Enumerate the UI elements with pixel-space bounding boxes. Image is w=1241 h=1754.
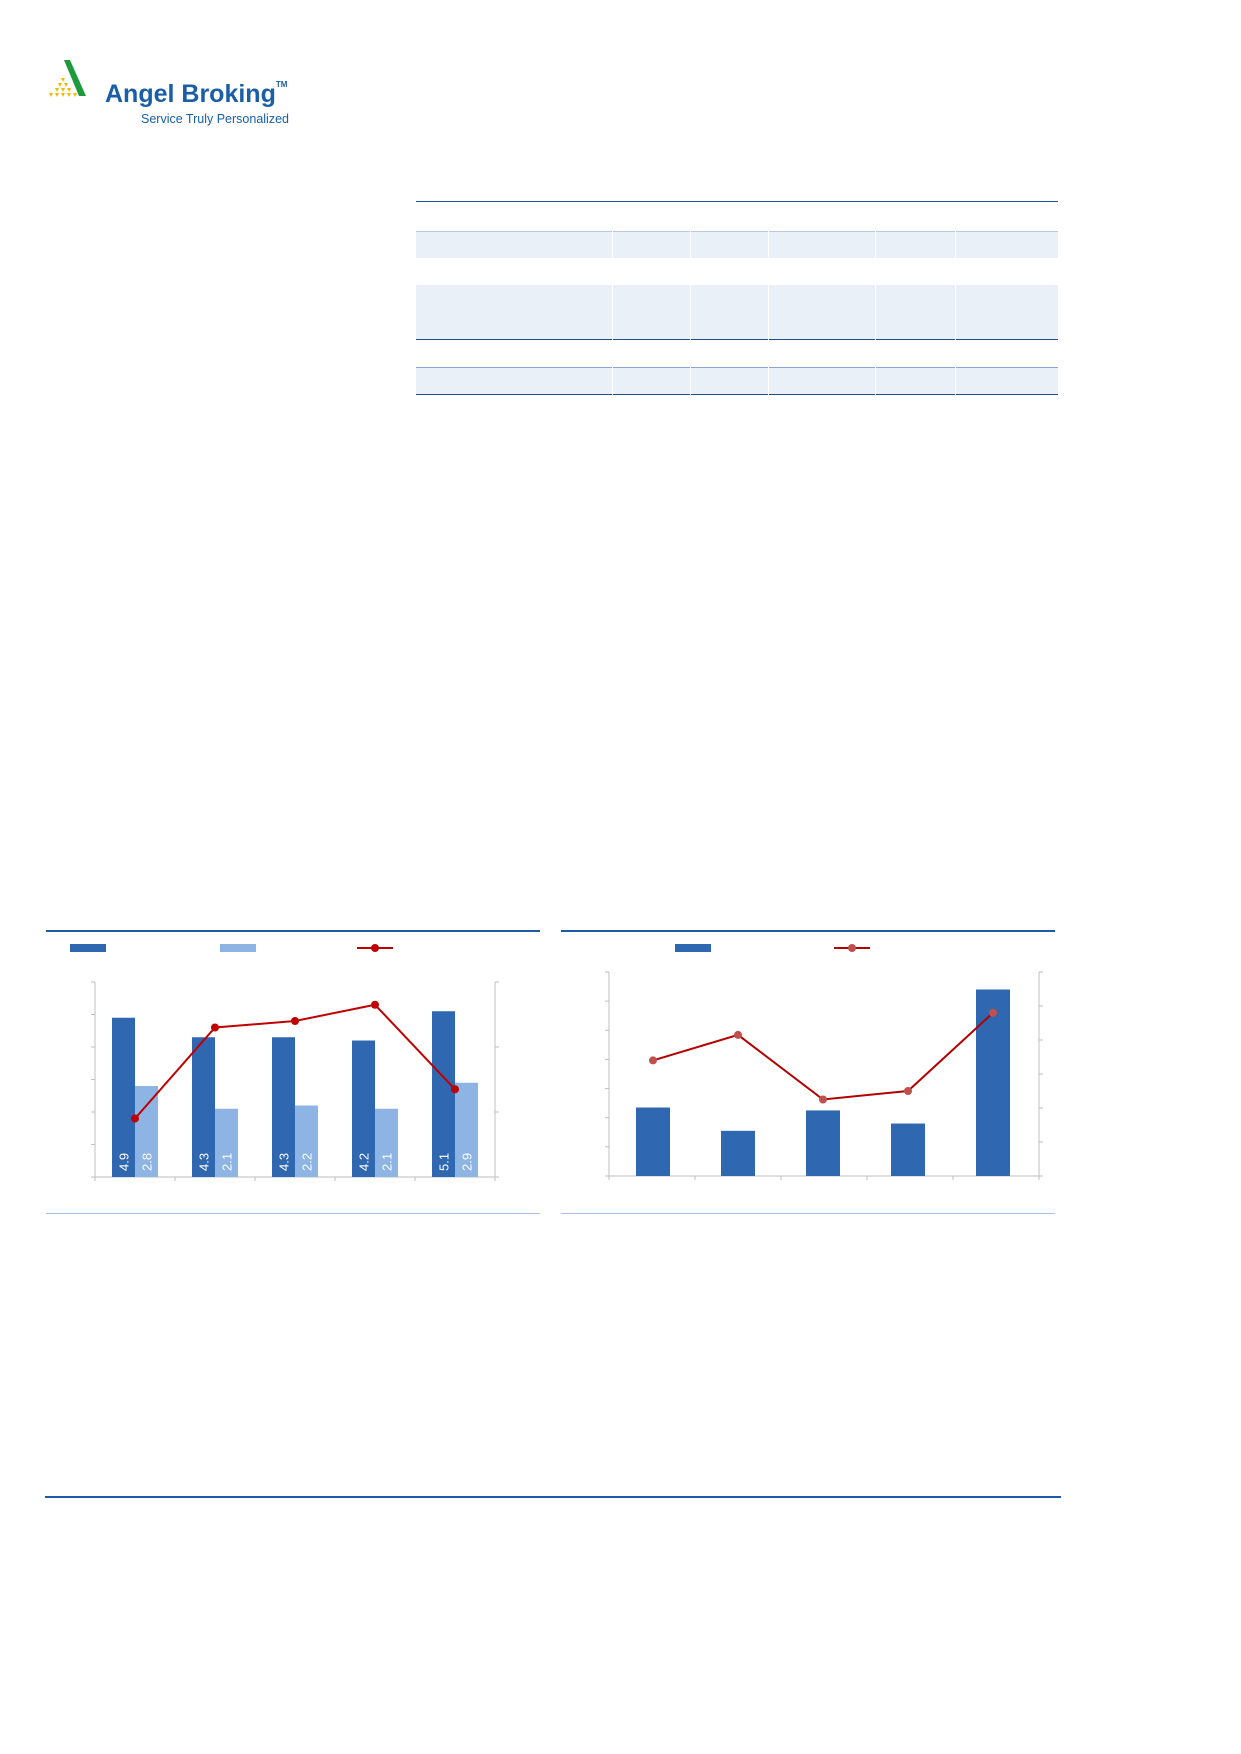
- chart2-legend-marker: [848, 944, 856, 952]
- chart1-data-label: 2.9: [460, 1153, 475, 1171]
- column-separator: [955, 231, 956, 395]
- chart1-data-label: 2.1: [220, 1153, 235, 1171]
- chart1-bar: [352, 1040, 375, 1177]
- column-separator: [612, 231, 613, 395]
- chart2-bar: [636, 1107, 670, 1176]
- table-divider: [416, 231, 1058, 232]
- chart1-bar: [112, 1017, 135, 1177]
- chart1-bar: [272, 1037, 295, 1177]
- chart1-bar: [135, 1086, 158, 1177]
- table-bottom-rule: [416, 394, 1058, 395]
- column-separator: [690, 231, 691, 395]
- chart2-line-point: [649, 1056, 657, 1065]
- chart1-data-label: 5.1: [437, 1153, 452, 1171]
- chart1-bar: [432, 1011, 455, 1177]
- angel-broking-logo: Angel BrokingTM Service Truly Personaliz…: [49, 60, 290, 132]
- chart1-data-label: 2.1: [380, 1153, 395, 1171]
- chart1-bar: [455, 1082, 478, 1177]
- chart1-line-point: [451, 1085, 459, 1094]
- chart1-bar: [192, 1037, 215, 1177]
- table-divider: [416, 367, 1058, 368]
- table-top-rule: [416, 201, 1058, 202]
- chart1-bar: [295, 1105, 318, 1177]
- logo-brand: Angel Broking: [105, 80, 276, 108]
- chart1-legend-swatch: [70, 944, 106, 952]
- chart1-bottom-rule: [46, 1213, 540, 1214]
- table-row: [416, 285, 1058, 340]
- table-row: [416, 231, 1058, 258]
- chart2-line-point: [819, 1095, 827, 1104]
- chart2-bar: [806, 1110, 840, 1176]
- chart1-data-label: 4.9: [117, 1153, 132, 1171]
- chart1-bar: [215, 1108, 238, 1177]
- chart2-line-point: [989, 1008, 997, 1017]
- logo-triangle-icon: [49, 60, 86, 97]
- logo-tagline: Service Truly Personalized: [141, 112, 289, 126]
- logo-trademark: TM: [275, 80, 288, 89]
- chart2-line-point: [734, 1030, 742, 1039]
- chart2-bar: [976, 989, 1010, 1176]
- chart1-line-point: [291, 1017, 299, 1025]
- table-divider: [416, 339, 1058, 340]
- chart2-bar: [721, 1130, 755, 1176]
- chart1-legend-marker: [371, 944, 379, 952]
- chart2-legend-swatch: [675, 944, 711, 952]
- table-row: [416, 367, 1058, 394]
- chart2-line-series: [652, 1012, 994, 1101]
- chart1-data-label: 2.2: [300, 1153, 315, 1171]
- chart1-legend-swatch: [220, 944, 256, 952]
- chart1-data-label: 4.2: [357, 1153, 372, 1171]
- chart2-top-rule: [561, 930, 1055, 932]
- chart2-line-point: [904, 1087, 912, 1095]
- chart1-top-rule: [46, 930, 540, 932]
- chart1-line-point: [131, 1114, 139, 1123]
- chart2-bar: [891, 1123, 925, 1176]
- column-separator: [768, 231, 769, 395]
- chart1-data-label: 4.3: [277, 1153, 292, 1171]
- footer-rule: [45, 1496, 1061, 1498]
- chart1-bar: [375, 1108, 398, 1177]
- chart1-data-label: 2.8: [140, 1153, 155, 1171]
- chart1-data-label: 4.3: [197, 1153, 212, 1171]
- chart2-bottom-rule: [561, 1213, 1055, 1214]
- chart1-line-point: [371, 1000, 379, 1009]
- chart1-line-point: [211, 1023, 219, 1032]
- column-separator: [875, 231, 876, 395]
